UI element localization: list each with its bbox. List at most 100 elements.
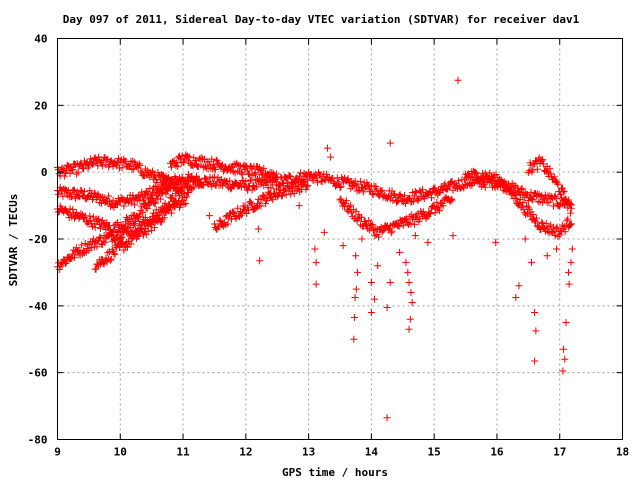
data-point: [371, 295, 379, 303]
data-point: [69, 166, 77, 174]
data-point: [105, 192, 113, 200]
data-point: [405, 325, 413, 333]
data-point: [273, 193, 281, 201]
data-point: [183, 193, 191, 201]
data-point: [297, 169, 305, 177]
x-tick-label: 10: [114, 446, 127, 459]
data-point: [427, 194, 435, 202]
data-point: [278, 192, 286, 200]
data-point: [535, 222, 543, 230]
data-point: [144, 227, 152, 235]
x-tick-label: 18: [616, 446, 629, 459]
data-point: [364, 225, 372, 233]
data-point: [532, 218, 540, 226]
data-point: [131, 201, 139, 209]
data-point: [367, 222, 375, 230]
data-point: [471, 168, 479, 176]
data-point: [95, 215, 103, 223]
data-point: [62, 259, 70, 267]
data-point: [486, 169, 494, 177]
y-tick-label: 20: [34, 99, 47, 112]
data-point: [109, 247, 117, 255]
data-point: [568, 245, 576, 253]
data-point: [163, 175, 171, 183]
data-point: [563, 217, 571, 225]
data-point: [115, 244, 123, 252]
data-point: [122, 243, 130, 251]
data-point: [361, 217, 369, 225]
axis-ticks: 9 10 11 12 13 14 15 16 17 18 40 20 0 -20 -40 -60 -80: [28, 33, 630, 459]
data-point: [339, 242, 347, 250]
data-point: [262, 200, 270, 208]
data-point: [118, 164, 126, 172]
data-point: [120, 224, 128, 232]
y-tick-label: -20: [28, 233, 48, 246]
data-point: [554, 233, 562, 241]
data-point: [104, 249, 112, 257]
data-point: [560, 187, 568, 195]
data-point: [211, 166, 219, 174]
data-point: [279, 191, 287, 199]
data-point: [149, 184, 157, 192]
data-point: [62, 258, 70, 266]
data-point: [395, 222, 403, 230]
data-point: [134, 213, 142, 221]
data-point: [533, 222, 541, 230]
data-point: [407, 288, 415, 296]
data-point: [158, 188, 166, 196]
data-point: [88, 160, 96, 168]
data-point: [540, 223, 548, 231]
data-point: [251, 205, 259, 213]
data-point: [546, 165, 554, 173]
data-point: [566, 200, 574, 208]
data-point: [373, 185, 381, 193]
data-point: [161, 199, 169, 207]
data-point: [110, 249, 118, 257]
data-point: [547, 170, 555, 178]
data-point: [192, 157, 200, 165]
data-point: [80, 214, 88, 222]
data-point: [561, 355, 569, 363]
data-point: [91, 154, 99, 162]
data-point: [350, 314, 358, 322]
y-tick-label: 0: [41, 166, 48, 179]
data-point: [411, 232, 419, 240]
data-point: [269, 196, 277, 204]
y-tick-label: -60: [28, 367, 48, 380]
data-point: [120, 246, 128, 254]
data-point: [103, 258, 111, 266]
data-point: [512, 293, 520, 301]
data-point: [111, 250, 119, 258]
data-point: [151, 173, 159, 181]
data-point: [472, 169, 480, 177]
data-point: [236, 207, 244, 215]
data-point: [469, 179, 477, 187]
data-point: [216, 216, 224, 224]
data-point: [539, 156, 547, 164]
data-point: [227, 215, 235, 223]
data-point: [132, 217, 140, 225]
data-point: [529, 196, 537, 204]
data-point: [212, 156, 220, 164]
data-point: [114, 219, 122, 227]
x-axis-label: GPS time / hours: [282, 466, 388, 479]
data-point: [374, 262, 382, 270]
data-point: [181, 194, 189, 202]
data-point: [267, 184, 275, 192]
data-point: [527, 188, 535, 196]
data-point: [394, 197, 402, 205]
data-point: [146, 185, 154, 193]
data-point: [219, 222, 227, 230]
data-point: [134, 232, 142, 240]
data-point: [440, 182, 448, 190]
data-point: [201, 174, 209, 182]
data-point: [242, 177, 250, 185]
data-point: [408, 298, 416, 306]
data-point: [532, 214, 540, 222]
data-point: [178, 173, 186, 181]
data-point: [344, 175, 352, 183]
data-point: [67, 255, 75, 263]
data-point: [454, 76, 462, 84]
data-point: [245, 170, 253, 178]
data-point: [139, 208, 147, 216]
